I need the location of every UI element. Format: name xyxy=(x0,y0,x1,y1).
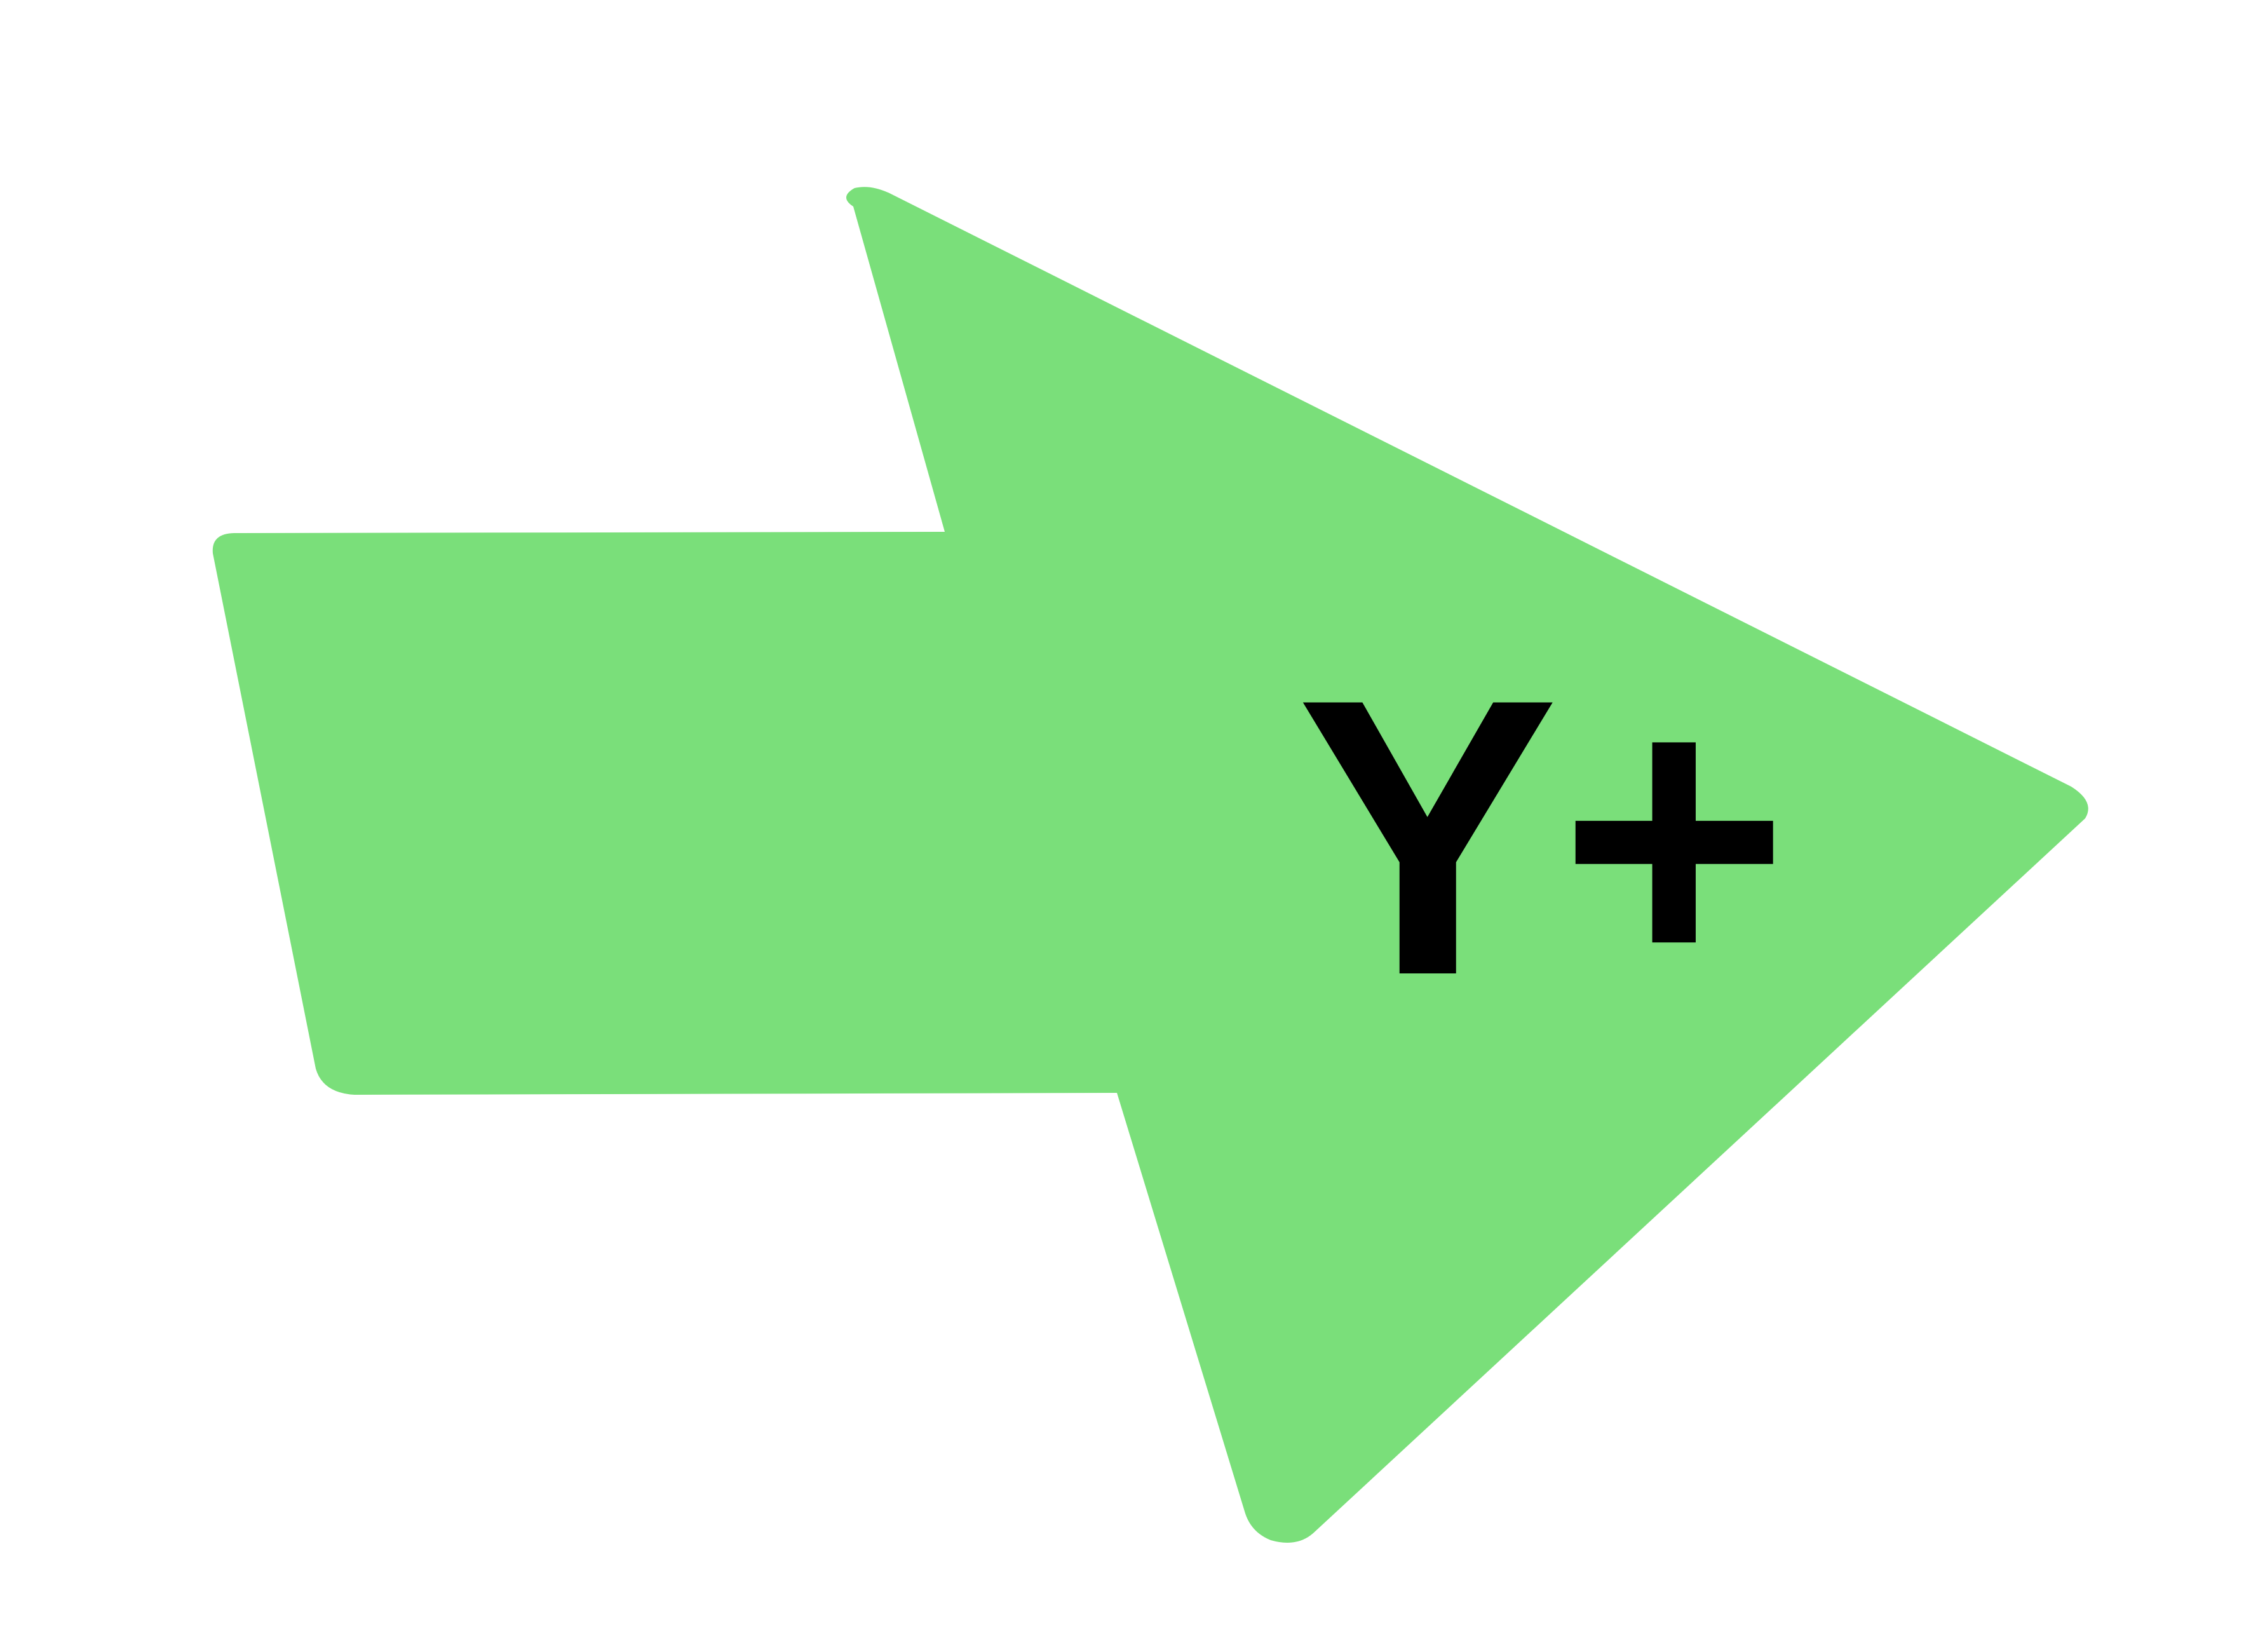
arrow-right-icon xyxy=(212,187,2088,1543)
axis-label: Y+ xyxy=(1296,618,1789,1057)
